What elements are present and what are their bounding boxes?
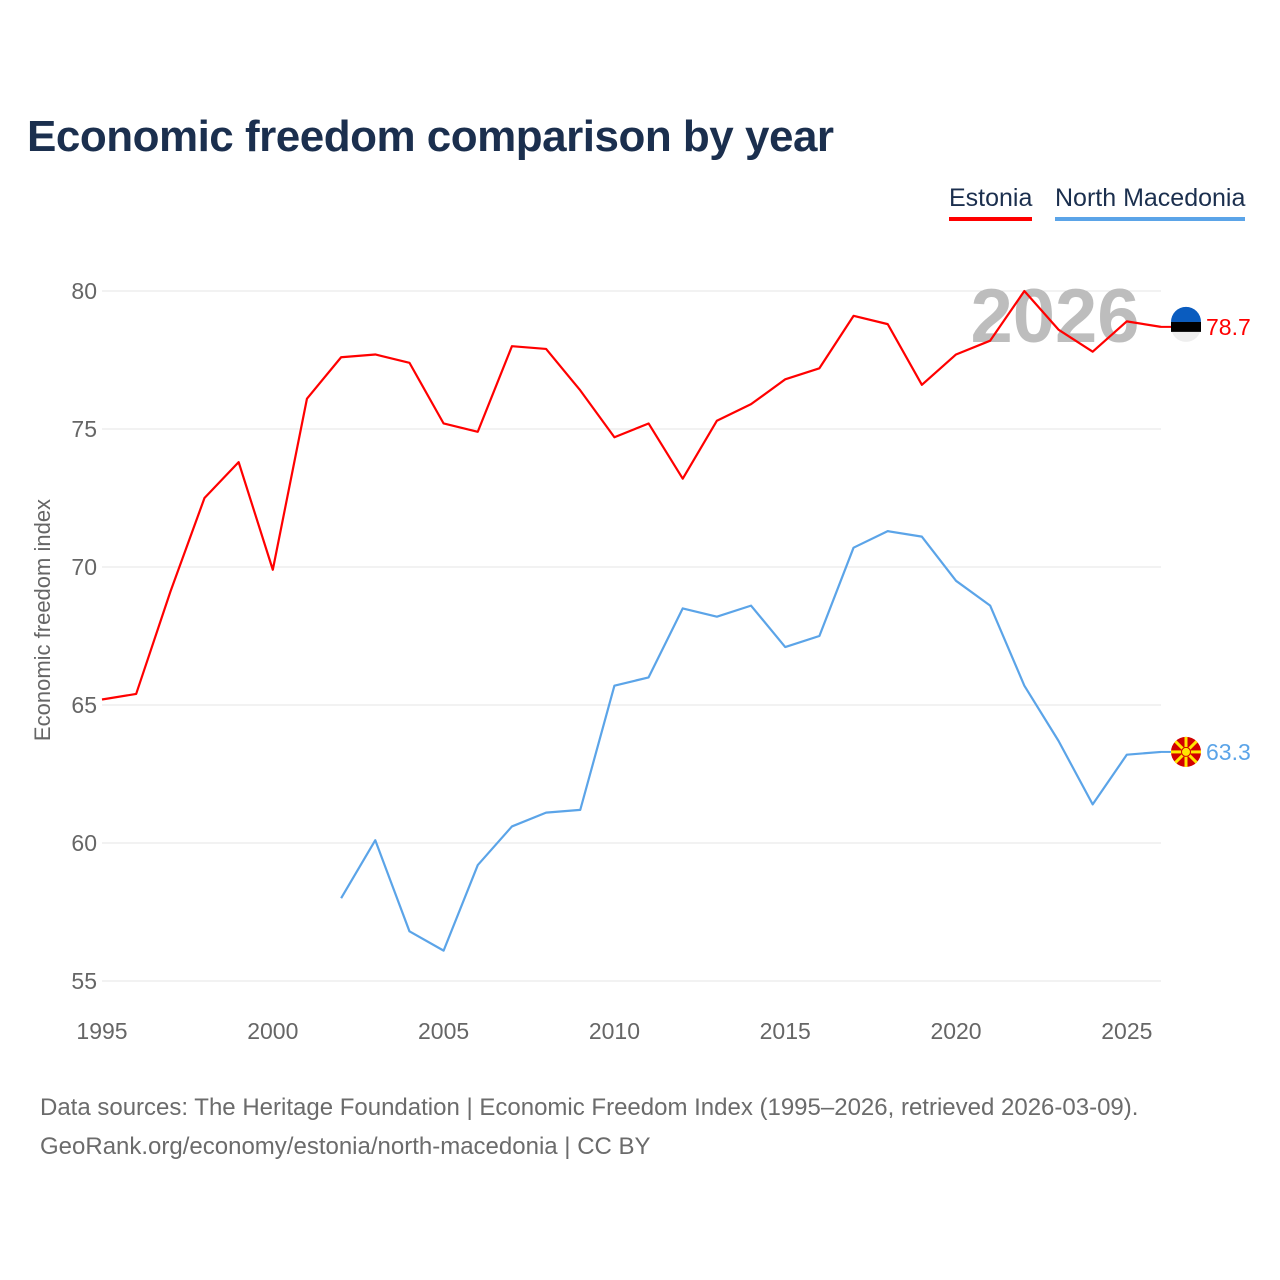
x-tick-label: 2020 (930, 1018, 981, 1044)
series-line-north-macedonia (340, 530, 1162, 952)
x-tick-label: 2005 (418, 1018, 469, 1044)
y-tick-label: 80 (71, 278, 97, 304)
source-note: Data sources: The Heritage Foundation | … (40, 1088, 1138, 1166)
x-tick-label: 2015 (760, 1018, 811, 1044)
y-tick-label: 70 (71, 554, 97, 580)
end-value-label: 78.7 (1206, 314, 1251, 340)
series-line-estonia (101, 289, 1162, 701)
x-tick-label: 2010 (589, 1018, 640, 1044)
year-watermark: 2026 (970, 274, 1139, 359)
x-tick-label: 1995 (76, 1018, 127, 1044)
y-tick-label: 75 (71, 416, 97, 442)
source-line-2: GeoRank.org/economy/estonia/north-macedo… (40, 1133, 651, 1160)
legend-north-macedonia[interactable]: North Macedonia (1055, 184, 1246, 221)
flag-estonia-black (1171, 321, 1201, 332)
y-tick-label: 65 (71, 692, 97, 718)
y-tick-label: 55 (71, 968, 97, 994)
y-tick-label: 60 (71, 830, 97, 856)
end-value-label: 63.3 (1206, 739, 1251, 765)
legend-estonia[interactable]: Estonia (949, 184, 1033, 221)
source-line-1: Data sources: The Heritage Foundation | … (40, 1094, 1139, 1121)
x-tick-label: 2000 (247, 1018, 298, 1044)
x-tick-label: 2025 (1101, 1018, 1152, 1044)
chart-title: Economic freedom comparison by year (27, 112, 834, 161)
flag-estonia-top (1171, 306, 1201, 322)
y-axis-label: Economic freedom index (30, 499, 55, 741)
flag-sun (1181, 746, 1191, 757)
